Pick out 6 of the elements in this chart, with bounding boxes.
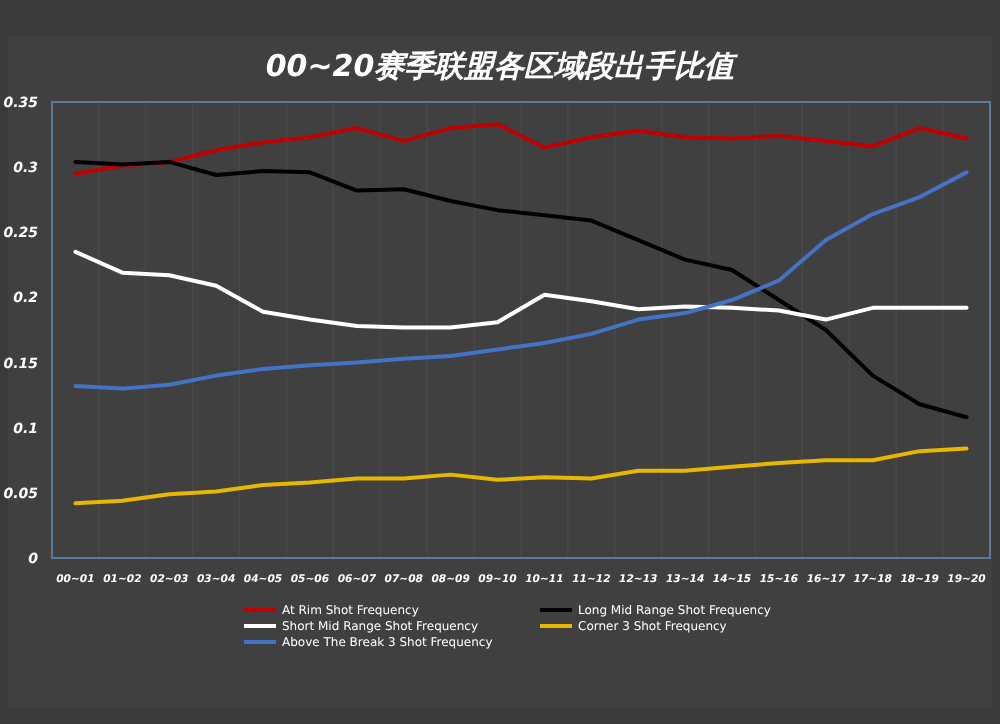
chart-title: 00~20赛季联盟各区域段出手比值 bbox=[265, 48, 739, 84]
line-series bbox=[73, 159, 969, 420]
line-series bbox=[73, 170, 969, 391]
line-series bbox=[73, 122, 969, 176]
line-series bbox=[73, 249, 969, 330]
line-series bbox=[73, 446, 969, 506]
